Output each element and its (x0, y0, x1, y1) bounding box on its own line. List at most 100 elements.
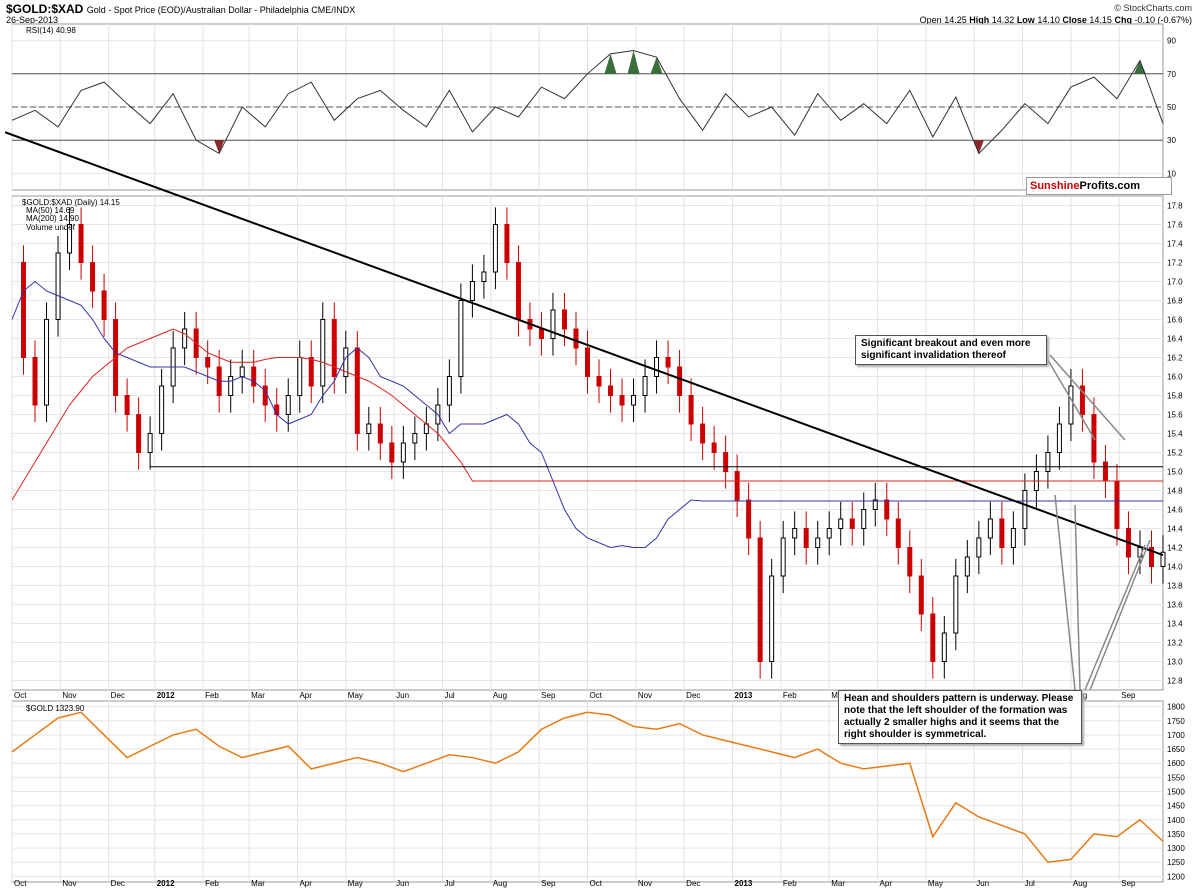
open-value: 14.25 (944, 15, 967, 25)
price-candle (262, 385, 268, 406)
x-tick-label: Mar (251, 691, 265, 700)
price-y-tick: 15.4 (1167, 430, 1183, 439)
x-tick-label: Mar (831, 879, 845, 888)
price-candle (78, 224, 84, 263)
x-tick-label: May (928, 879, 943, 888)
price-candle (228, 376, 234, 396)
price-candle (849, 518, 855, 529)
symbol: $GOLD:$XAD (6, 2, 84, 16)
x-tick-label: Dec (686, 691, 700, 700)
main-legend: $GOLD:$XAD (Daily) 14.15 (22, 198, 120, 207)
price-candle (458, 300, 464, 377)
x-tick-label: Jul (444, 879, 454, 888)
breakout-annotation: Significant breakout and even more signi… (855, 335, 1047, 365)
price-candle (1102, 461, 1108, 482)
x-tick-label: Apr (299, 879, 312, 888)
price-candle (366, 423, 372, 434)
price-candle (400, 442, 406, 463)
low-value: 14.10 (1037, 15, 1060, 25)
callout-line (1049, 354, 1126, 441)
x-tick-label: Aug (1073, 879, 1087, 888)
price-candle (780, 537, 786, 577)
price-y-tick: 16.4 (1167, 335, 1183, 344)
price-y-tick: 16.0 (1167, 373, 1183, 382)
x-tick-label: Sep (541, 879, 556, 888)
price-y-tick: 14.8 (1167, 487, 1183, 496)
price-y-tick: 16.8 (1167, 297, 1183, 306)
price-candle (354, 347, 360, 434)
gold-y-tick: 1250 (1167, 858, 1185, 867)
close-label: Close (1062, 15, 1087, 25)
price-y-tick: 13.4 (1167, 620, 1183, 629)
gold-line (11, 711, 1164, 863)
price-candle (642, 376, 648, 396)
price-candle (101, 290, 107, 320)
price-candle (251, 366, 257, 387)
price-candle (274, 404, 280, 415)
price-candle (285, 395, 291, 415)
ohlc-summary: Open 14.25 High 14.32 Low 14.10 Close 14… (920, 15, 1192, 25)
price-candle (711, 442, 717, 453)
x-tick-label: Oct (14, 879, 27, 888)
gold-y-tick: 1650 (1167, 745, 1185, 754)
price-candle (469, 281, 475, 301)
price-candle (700, 423, 706, 444)
x-tick-label: Nov (62, 691, 76, 700)
x-tick-label: Feb (205, 691, 219, 700)
price-y-tick: 16.6 (1167, 316, 1183, 325)
price-candle (872, 499, 878, 510)
price-y-tick: 14.6 (1167, 506, 1183, 515)
price-candle (1045, 452, 1051, 472)
price-y-tick: 14.4 (1167, 525, 1183, 534)
callout-line (1084, 544, 1146, 691)
price-y-tick: 13.0 (1167, 658, 1183, 667)
x-tick-label: Dec (111, 691, 125, 700)
price-candle (182, 328, 188, 349)
price-candle (585, 347, 590, 377)
x-tick-label: Jul (1025, 879, 1035, 888)
price-candle (734, 471, 740, 501)
x-tick-label: Sep (1121, 691, 1136, 700)
price-y-tick: 17.8 (1167, 202, 1183, 211)
price-y-tick: 17.6 (1167, 221, 1183, 230)
rsi-overbought-fill (604, 50, 1146, 74)
price-candle (515, 262, 521, 320)
price-candle (159, 385, 165, 434)
logo-part-1: Sunshine (1030, 180, 1080, 192)
gold-legend: $GOLD 1323.90 (26, 704, 85, 713)
callout-line (1074, 504, 1081, 691)
low-label: Low (1016, 15, 1035, 25)
price-candle (619, 395, 625, 406)
gold-y-tick: 1450 (1167, 802, 1185, 811)
x-tick-label: Oct (590, 691, 603, 700)
rsi-y-tick: 70 (1167, 70, 1176, 79)
price-candle (67, 224, 73, 254)
x-tick-label: Feb (783, 879, 797, 888)
x-tick-label: Dec (111, 879, 125, 888)
x-tick-label: Oct (590, 879, 603, 888)
price-candle (930, 613, 936, 662)
price-candle (492, 224, 498, 273)
gold-y-tick: 1500 (1167, 788, 1185, 797)
price-candle (964, 556, 970, 577)
credit-link[interactable]: © StockCharts.com (1114, 3, 1192, 13)
x-tick-label: Oct (14, 691, 27, 700)
price-candle (320, 319, 326, 387)
x-tick-label: 2012 (157, 691, 175, 700)
price-y-tick: 17.2 (1167, 259, 1183, 268)
head-shoulders-annotation: Hean and shoulders pattern is underway. … (838, 690, 1082, 744)
price-candle (1010, 528, 1016, 548)
gold-panel: 1800 1750 1700 1650 1600 1550 1500 1450 1400 1350… (11, 703, 1185, 881)
price-candle (861, 509, 867, 529)
price-candle (124, 395, 130, 415)
ma200-legend: MA(200) 14.90 (26, 214, 79, 223)
price-candle (44, 319, 50, 406)
x-tick-label: Apr (299, 691, 312, 700)
x-tick-label: Jun (396, 879, 409, 888)
price-candle (665, 357, 671, 368)
price-candle (895, 518, 901, 548)
rsi-y-tick: 30 (1167, 136, 1176, 145)
price-candle (688, 395, 694, 425)
price-candle (32, 357, 38, 406)
price-candle (573, 328, 579, 349)
